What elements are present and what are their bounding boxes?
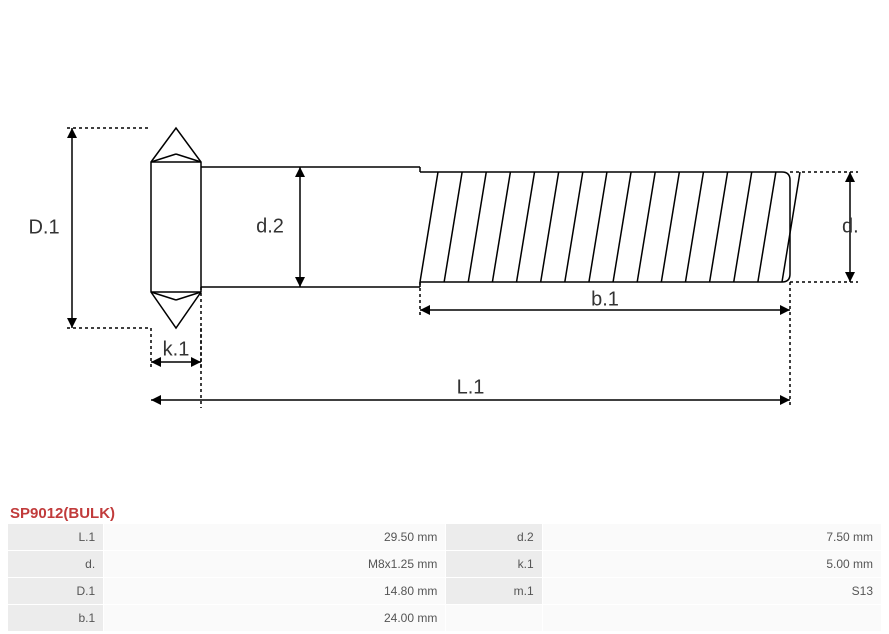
spec-label: d.2 — [446, 524, 542, 551]
table-row: b.124.00 mm — [8, 605, 882, 632]
spec-value: M8x1.25 mm — [104, 551, 446, 578]
spec-label: m.1 — [446, 578, 542, 605]
svg-text:k.1: k.1 — [163, 338, 190, 360]
spec-label: L.1 — [8, 524, 104, 551]
spec-value: 5.00 mm — [542, 551, 881, 578]
spec-label: d. — [8, 551, 104, 578]
spec-label: k.1 — [446, 551, 542, 578]
svg-text:b.1: b.1 — [591, 288, 619, 310]
spec-value: 29.50 mm — [104, 524, 446, 551]
part-title: SP9012(BULK) — [10, 505, 115, 522]
spec-value: 24.00 mm — [104, 605, 446, 632]
svg-text:D.1: D.1 — [28, 216, 59, 238]
svg-text:L.1: L.1 — [457, 376, 485, 398]
spec-value: 7.50 mm — [542, 524, 881, 551]
bolt-svg: D.1 d.2 d. k.1 b.1 L.1 — [0, 0, 889, 490]
table-row: D.114.80 mmm.1S13 — [8, 578, 882, 605]
spec-table: L.129.50 mmd.27.50 mmd.M8x1.25 mmk.15.00… — [7, 523, 882, 632]
spec-label: D.1 — [8, 578, 104, 605]
table-row: d.M8x1.25 mmk.15.00 mm — [8, 551, 882, 578]
spec-value: 14.80 mm — [104, 578, 446, 605]
spec-value — [542, 605, 881, 632]
spec-tbody: L.129.50 mmd.27.50 mmd.M8x1.25 mmk.15.00… — [8, 524, 882, 632]
spec-label — [446, 605, 542, 632]
svg-text:d.2: d.2 — [256, 215, 284, 237]
spec-label: b.1 — [8, 605, 104, 632]
table-row: L.129.50 mmd.27.50 mm — [8, 524, 882, 551]
spec-value: S13 — [542, 578, 881, 605]
bolt-diagram: D.1 d.2 d. k.1 b.1 L.1 — [0, 0, 889, 490]
svg-text:d.: d. — [842, 215, 859, 237]
